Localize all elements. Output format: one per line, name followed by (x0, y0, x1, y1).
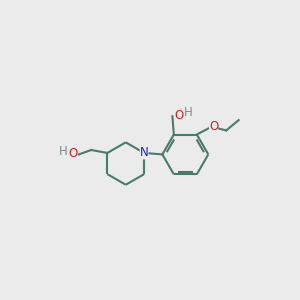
Text: O: O (68, 147, 78, 160)
Text: O: O (209, 120, 218, 134)
Text: H: H (59, 145, 68, 158)
Text: O: O (175, 109, 184, 122)
Text: H: H (184, 106, 193, 119)
Text: N: N (140, 146, 148, 159)
